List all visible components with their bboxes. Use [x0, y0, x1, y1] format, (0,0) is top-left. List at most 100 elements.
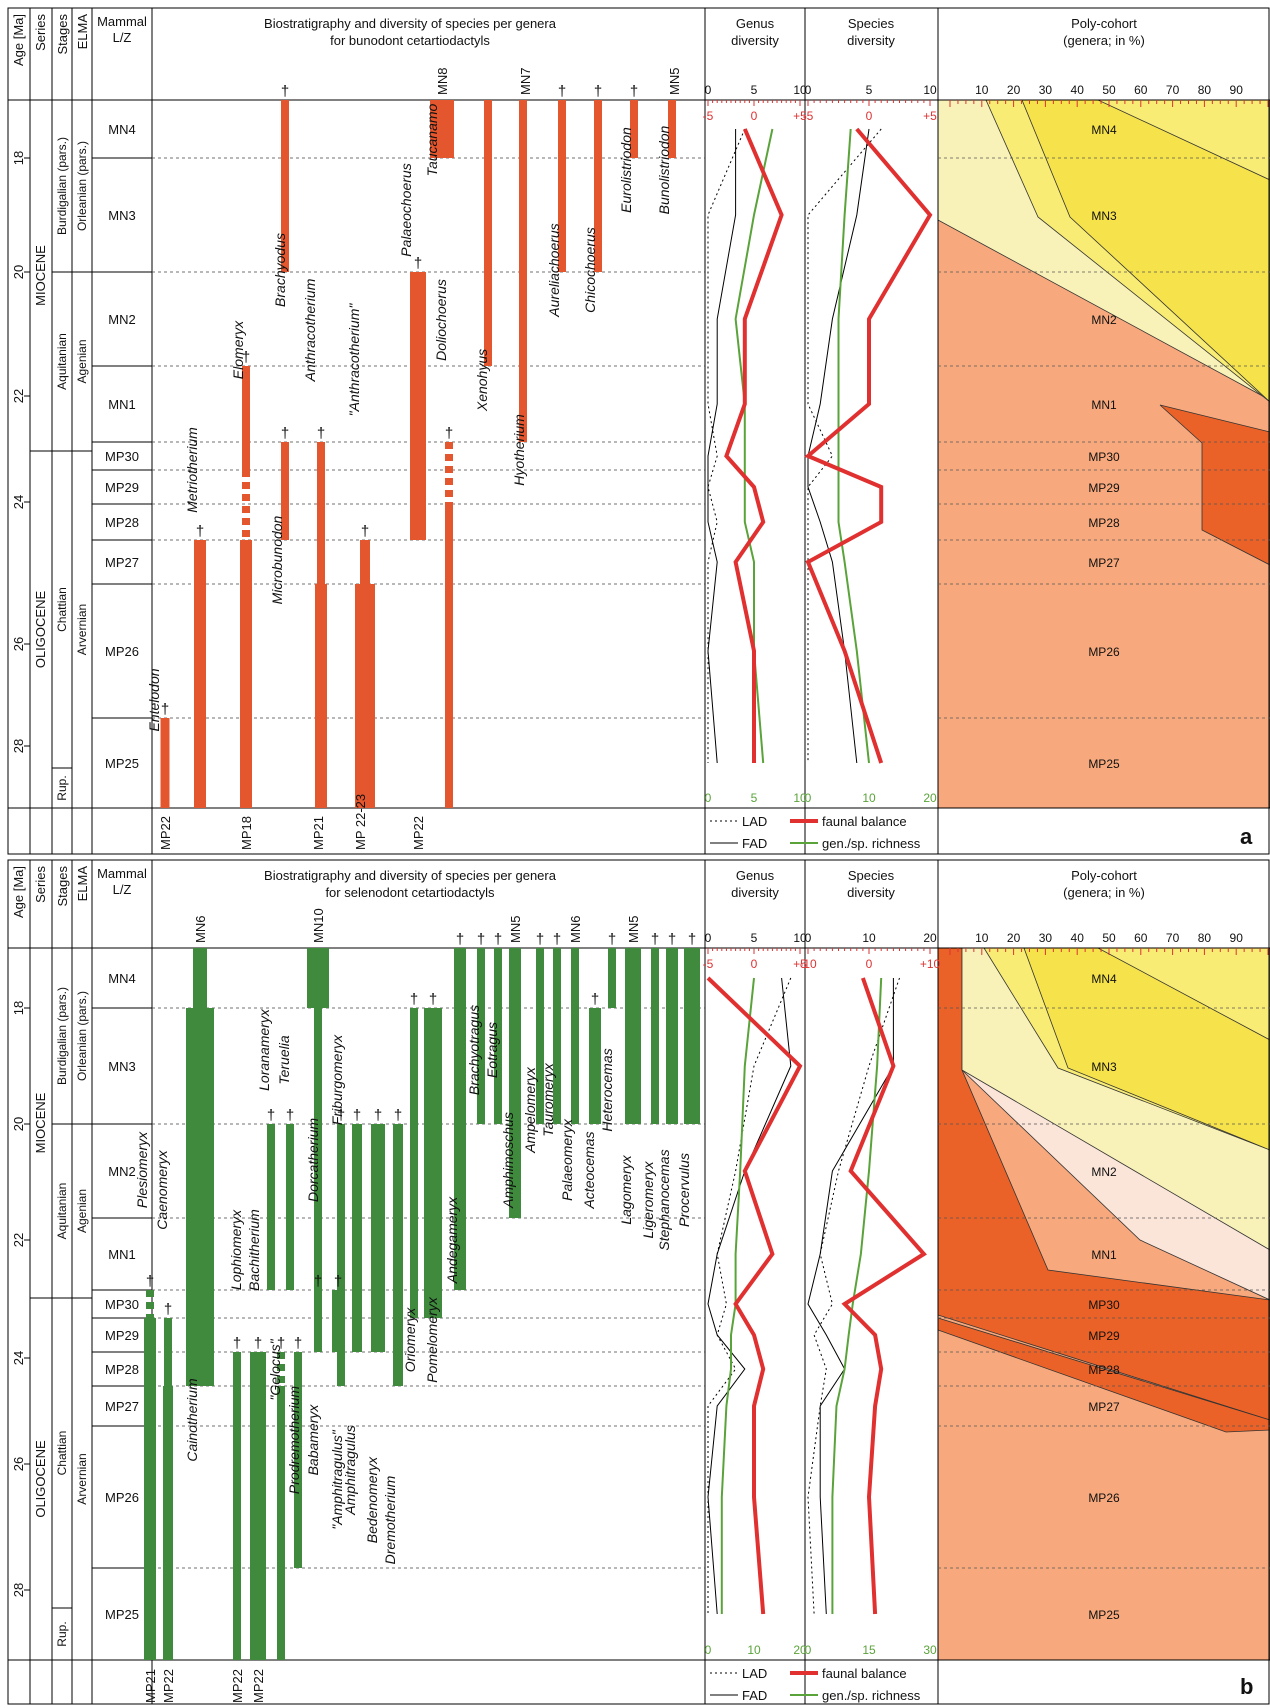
axis-richness-label: 0	[805, 791, 812, 805]
mammal-zone-label: MP29	[105, 1328, 139, 1343]
genus-label: Aureliachoerus	[546, 223, 562, 317]
poly-tick-label: 20	[1007, 83, 1021, 97]
genus-label: Ligeromeryx	[640, 1160, 656, 1238]
range-bar	[144, 1318, 156, 1660]
column-label: MP22	[230, 1669, 245, 1703]
axis-balance-label: 0	[751, 957, 758, 971]
range-bar	[410, 272, 426, 540]
mammal-zone-label: MN3	[108, 208, 135, 223]
biostrat-subtitle: for selenodont cetartiodactyls	[325, 885, 495, 900]
stage-label: Chattian	[55, 587, 69, 632]
extinction-dagger: †	[494, 931, 502, 948]
range-bar-dashed	[146, 1302, 154, 1309]
genus-label: Loranameryx	[256, 1008, 272, 1091]
axis-balance-label: -5	[803, 109, 814, 123]
poly-zone-label: MP26	[1088, 645, 1120, 659]
genus-label: Caenomeryx	[154, 1149, 170, 1229]
series-label: MIOCENE	[33, 245, 48, 306]
elma-header: ELMA	[75, 14, 90, 50]
genus-label: Friburgomeryx	[329, 1034, 345, 1125]
age-label: 24	[11, 495, 26, 509]
genus-label: Hyotherium	[511, 414, 527, 486]
range-bar	[410, 1008, 418, 1318]
poly-zone-label: MN1	[1091, 1248, 1117, 1262]
genus-label: Amphitragulus	[342, 1425, 358, 1516]
axis-top-label: 5	[751, 931, 758, 945]
richness-curve	[837, 128, 870, 764]
range-bar	[267, 1124, 275, 1290]
range-bar	[315, 584, 327, 808]
axis-top-label: 10	[793, 83, 807, 97]
mammal-zone-label: MN4	[108, 971, 135, 986]
elma-label: Arvernian	[75, 604, 89, 655]
axis-top-label: 5	[866, 83, 873, 97]
axis-top-label: 5	[751, 83, 758, 97]
axis-balance-label: +5	[793, 109, 807, 123]
range-bar	[571, 948, 579, 1124]
range-bar	[509, 948, 521, 1218]
range-bar	[666, 948, 678, 1124]
extinction-dagger: †	[361, 523, 369, 540]
extinction-dagger: †	[558, 83, 566, 100]
zone-top-label: MN7	[518, 68, 533, 95]
column-label: MP21	[143, 1669, 158, 1703]
axis-balance-label: -10	[799, 957, 817, 971]
genus-diversity-title-2: diversity	[731, 885, 779, 900]
biostrat-title: Biostratigraphy and diversity of species…	[264, 16, 557, 31]
zone-top-label: MN8	[435, 68, 450, 95]
mammal-zone-label: MP30	[105, 1297, 139, 1312]
series-label: OLIGOCENE	[33, 1440, 48, 1518]
mammal-zone-label: MN1	[108, 397, 135, 412]
genus-label: Stephanocemas	[656, 1149, 672, 1250]
extinction-dagger: †	[608, 931, 616, 948]
poly-tick-label: 90	[1230, 83, 1244, 97]
genus-label: Bedenomeryx	[364, 1456, 380, 1543]
range-bar-dashed	[277, 1364, 285, 1371]
series-header: Series	[33, 866, 48, 903]
genus-label: Brachyodus	[272, 233, 288, 307]
genus-label: Heterocemas	[599, 1048, 615, 1131]
range-bar	[314, 1008, 322, 1352]
mammal-zone-label: MP25	[105, 756, 139, 771]
genus-label: Bachitherium	[246, 1209, 262, 1291]
poly-tick-label: 80	[1198, 931, 1212, 945]
extinction-dagger: †	[651, 931, 659, 948]
poly-zone-label: MN2	[1091, 1165, 1117, 1179]
range-bar	[242, 366, 250, 470]
range-bar	[589, 1008, 601, 1124]
genus-label: Palaeomeryx	[559, 1118, 575, 1201]
mammal-zone-label: MP28	[105, 515, 139, 530]
extinction-dagger: †	[429, 991, 437, 1008]
panel-label: a	[1240, 824, 1253, 849]
poly-zone-label: MP28	[1088, 1363, 1120, 1377]
fad-curve	[707, 977, 792, 1615]
panel-frame	[7, 7, 1270, 855]
stage-label: Aquitanian	[55, 1183, 69, 1240]
richness-curve	[720, 977, 755, 1614]
age-label: 26	[11, 1457, 26, 1471]
fad-curve	[707, 129, 737, 764]
range-bar	[668, 100, 676, 158]
axis-richness-label: 10	[747, 1643, 761, 1657]
poly-zone-label: MP25	[1088, 757, 1120, 771]
extinction-dagger: †	[477, 931, 485, 948]
poly-zone-label: MN4	[1091, 123, 1117, 137]
legend-richness: gen./sp. richness	[822, 1688, 921, 1703]
range-bar	[337, 1124, 345, 1386]
extinction-dagger: †	[242, 349, 250, 366]
range-bar	[240, 540, 252, 808]
genus-label: Brachyotragus	[466, 1005, 482, 1095]
poly-zone-label: MP26	[1088, 1491, 1120, 1505]
poly-zone-label: MP29	[1088, 481, 1120, 495]
genus-label: Chicochoerus	[582, 227, 598, 313]
mammal-zone-label: MN2	[108, 312, 135, 327]
age-label: 28	[11, 739, 26, 753]
range-bar	[684, 948, 700, 1124]
mammal-header: Mammal	[97, 14, 147, 29]
range-bar	[352, 1124, 362, 1352]
range-bar	[250, 1352, 266, 1660]
axis-richness-label: 20	[793, 1643, 807, 1657]
extinction-dagger: †	[536, 931, 544, 948]
genus-label: Babameryx	[305, 1404, 321, 1476]
